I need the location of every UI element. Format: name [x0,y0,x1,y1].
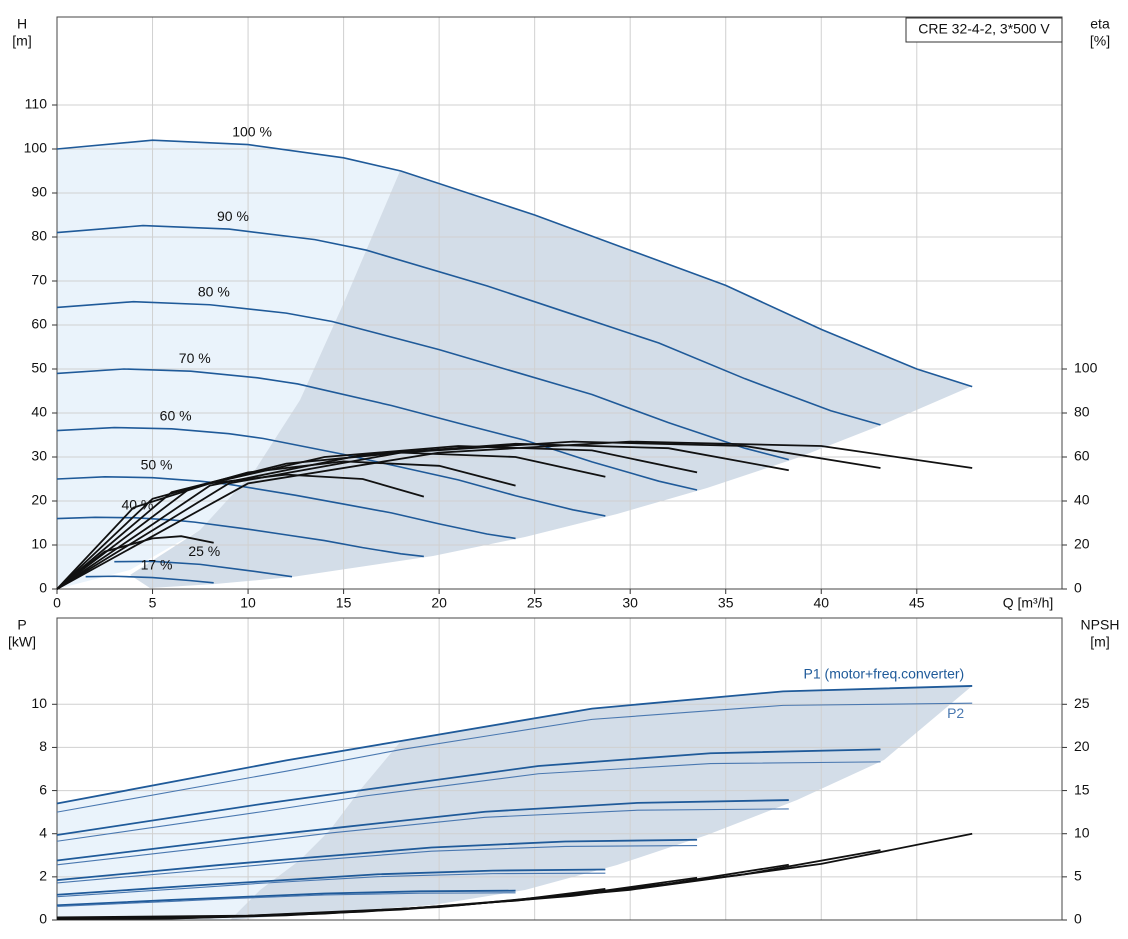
curve [56,748,881,836]
curve [56,368,698,491]
y2-tick-label: 10 [1074,824,1090,840]
curve [56,868,606,896]
y-tick-label: 0 [39,911,47,927]
y-tick-label: 60 [31,316,47,332]
y-tick-label: 80 [31,228,47,244]
curve-label: 60 % [160,408,192,424]
y2-tick-label: 0 [1074,580,1082,596]
series-label: P2 [947,705,964,721]
curve [56,761,881,842]
curve [56,838,698,881]
y2-tick-label: 15 [1074,781,1090,797]
curve-label: 90 % [217,208,249,224]
y2-tick-label: 20 [1074,536,1090,552]
x-tick-label: 30 [622,595,638,611]
y2-tick-label: 25 [1074,695,1090,711]
curve [56,702,973,813]
y-tick-label: 4 [39,824,47,840]
y-tick-label: 0 [39,580,47,596]
y2-axis-unit: [m] [1090,634,1109,650]
y-axis-label: H [17,16,27,32]
curve-label: 80 % [198,283,230,299]
curve [56,892,516,907]
y-tick-label: 70 [31,272,47,288]
y2-tick-label: 20 [1074,738,1090,754]
operating-range [130,171,972,588]
y2-tick-label: 100 [1074,360,1098,376]
y2-tick-label: 0 [1074,911,1082,927]
curve [56,685,973,805]
curve [56,426,606,517]
y-tick-label: 90 [31,184,47,200]
y-tick-label: 20 [31,492,47,508]
x-tick-label: 15 [336,595,352,611]
x-tick-label: 25 [527,595,543,611]
y-tick-label: 30 [31,448,47,464]
curve [56,808,789,866]
operating-range [230,686,972,920]
curve [56,139,973,388]
y2-tick-label: 60 [1074,448,1090,464]
secondary-curve [56,445,698,590]
y-tick-label: 110 [25,96,48,112]
y2-axis-label: NPSH [1081,617,1120,633]
curve-label: 17 % [141,556,173,572]
x-tick-label: 45 [909,595,925,611]
series-label: P1 (motor+freq.converter) [804,666,965,682]
x-axis-label: Q [m³/h] [1003,595,1054,611]
x-tick-label: 0 [53,595,61,611]
y-tick-label: 6 [39,781,47,797]
secondary-curve [56,460,516,590]
y-tick-label: 8 [39,738,47,754]
plot-frame [56,617,1063,921]
curve-label: 40 % [121,496,153,512]
curve [56,845,698,884]
y2-axis-unit: [%] [1090,33,1110,49]
title-box [905,17,1063,43]
curve [56,872,606,898]
curve-label: 25 % [188,543,220,559]
secondary-curve [56,473,425,590]
curve [56,889,516,907]
secondary-curve [56,442,789,590]
x-tick-label: 35 [718,595,734,611]
curve [56,300,789,461]
y2-axis-label: eta [1090,16,1110,32]
y-tick-label: 2 [39,868,47,884]
x-tick-label: 40 [813,595,829,611]
y2-tick-label: 40 [1074,492,1090,508]
y2-tick-label: 80 [1074,404,1090,420]
curve-label: 70 % [179,350,211,366]
y-tick-label: 50 [31,360,47,376]
x-tick-label: 20 [431,595,447,611]
plot-layer: 0 5 10 15 20 25 30 35 40 450102030405060708090100… [8,16,1119,927]
curve [114,560,293,578]
secondary-curve [56,451,606,590]
y-axis-unit: [m] [12,33,31,49]
x-tick-label: 5 [149,595,157,611]
x-tick-label: 10 [240,595,256,611]
chart-title: CRE 32-4-2, 3*500 V [918,21,1050,37]
y-axis-unit: [kW] [8,634,36,650]
curve [56,475,516,540]
curve-label: 50 % [141,456,173,472]
curve [56,799,789,862]
y-tick-label: 40 [31,404,47,420]
secondary-curve [56,888,606,920]
plot-frame [56,16,1063,590]
curve [56,516,424,558]
y-tick-label: 100 [24,140,48,156]
y2-tick-label: 5 [1074,868,1082,884]
y-axis-label: P [17,617,26,633]
secondary-curve [56,535,214,590]
curve [85,575,214,584]
y-tick-label: 10 [31,695,47,711]
secondary-curve [56,440,973,590]
y-tick-label: 10 [31,536,47,552]
curve [56,224,881,426]
curve-label: 100 % [232,123,272,139]
